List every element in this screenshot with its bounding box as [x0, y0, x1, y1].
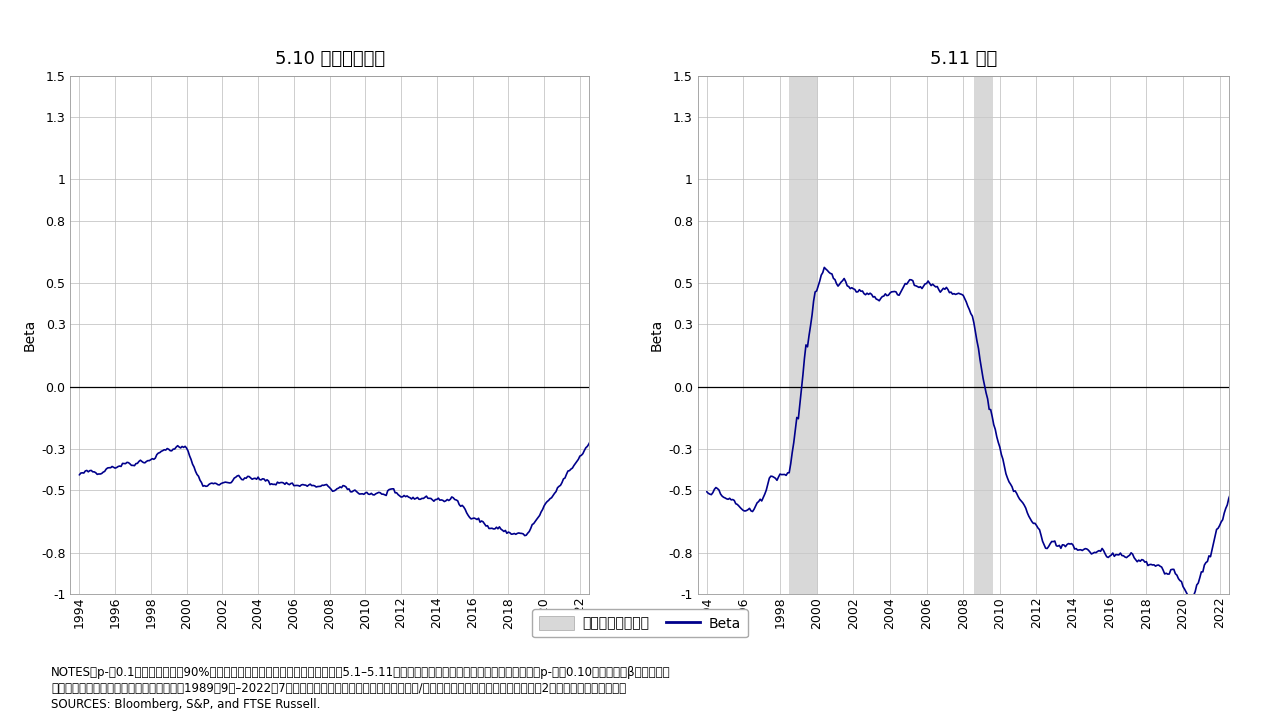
Legend: 有意性の低い期間, Beta: 有意性の低い期間, Beta: [532, 609, 748, 637]
Bar: [974, 76, 992, 594]
Y-axis label: Beta: Beta: [650, 319, 664, 351]
Text: SOURCES: Bloomberg, S&P, and FTSE Russell.: SOURCES: Bloomberg, S&P, and FTSE Russel…: [51, 698, 320, 711]
Text: 有意性が低いことを示します。分析期間は1989年9月–2022年7月。入手可能なデータで計測。シクリカル/ディフェンシブのセクター分類は図表2のルールに基づきま: 有意性が低いことを示します。分析期間は1989年9月–2022年7月。入手可能な…: [51, 682, 626, 695]
Title: 5.10 通信サービス: 5.10 通信サービス: [274, 50, 385, 68]
Y-axis label: Beta: Beta: [23, 319, 37, 351]
Text: NOTES：p-値0.1以下は信頼区間90%以上で有意であることを示します。グラフ5.1–5.11における有意性の低い期間（グレーの部分）はp-値が0.10超で: NOTES：p-値0.1以下は信頼区間90%以上で有意であることを示します。グラ…: [51, 666, 671, 679]
Bar: [790, 76, 818, 594]
Title: 5.11 公益: 5.11 公益: [929, 50, 997, 68]
